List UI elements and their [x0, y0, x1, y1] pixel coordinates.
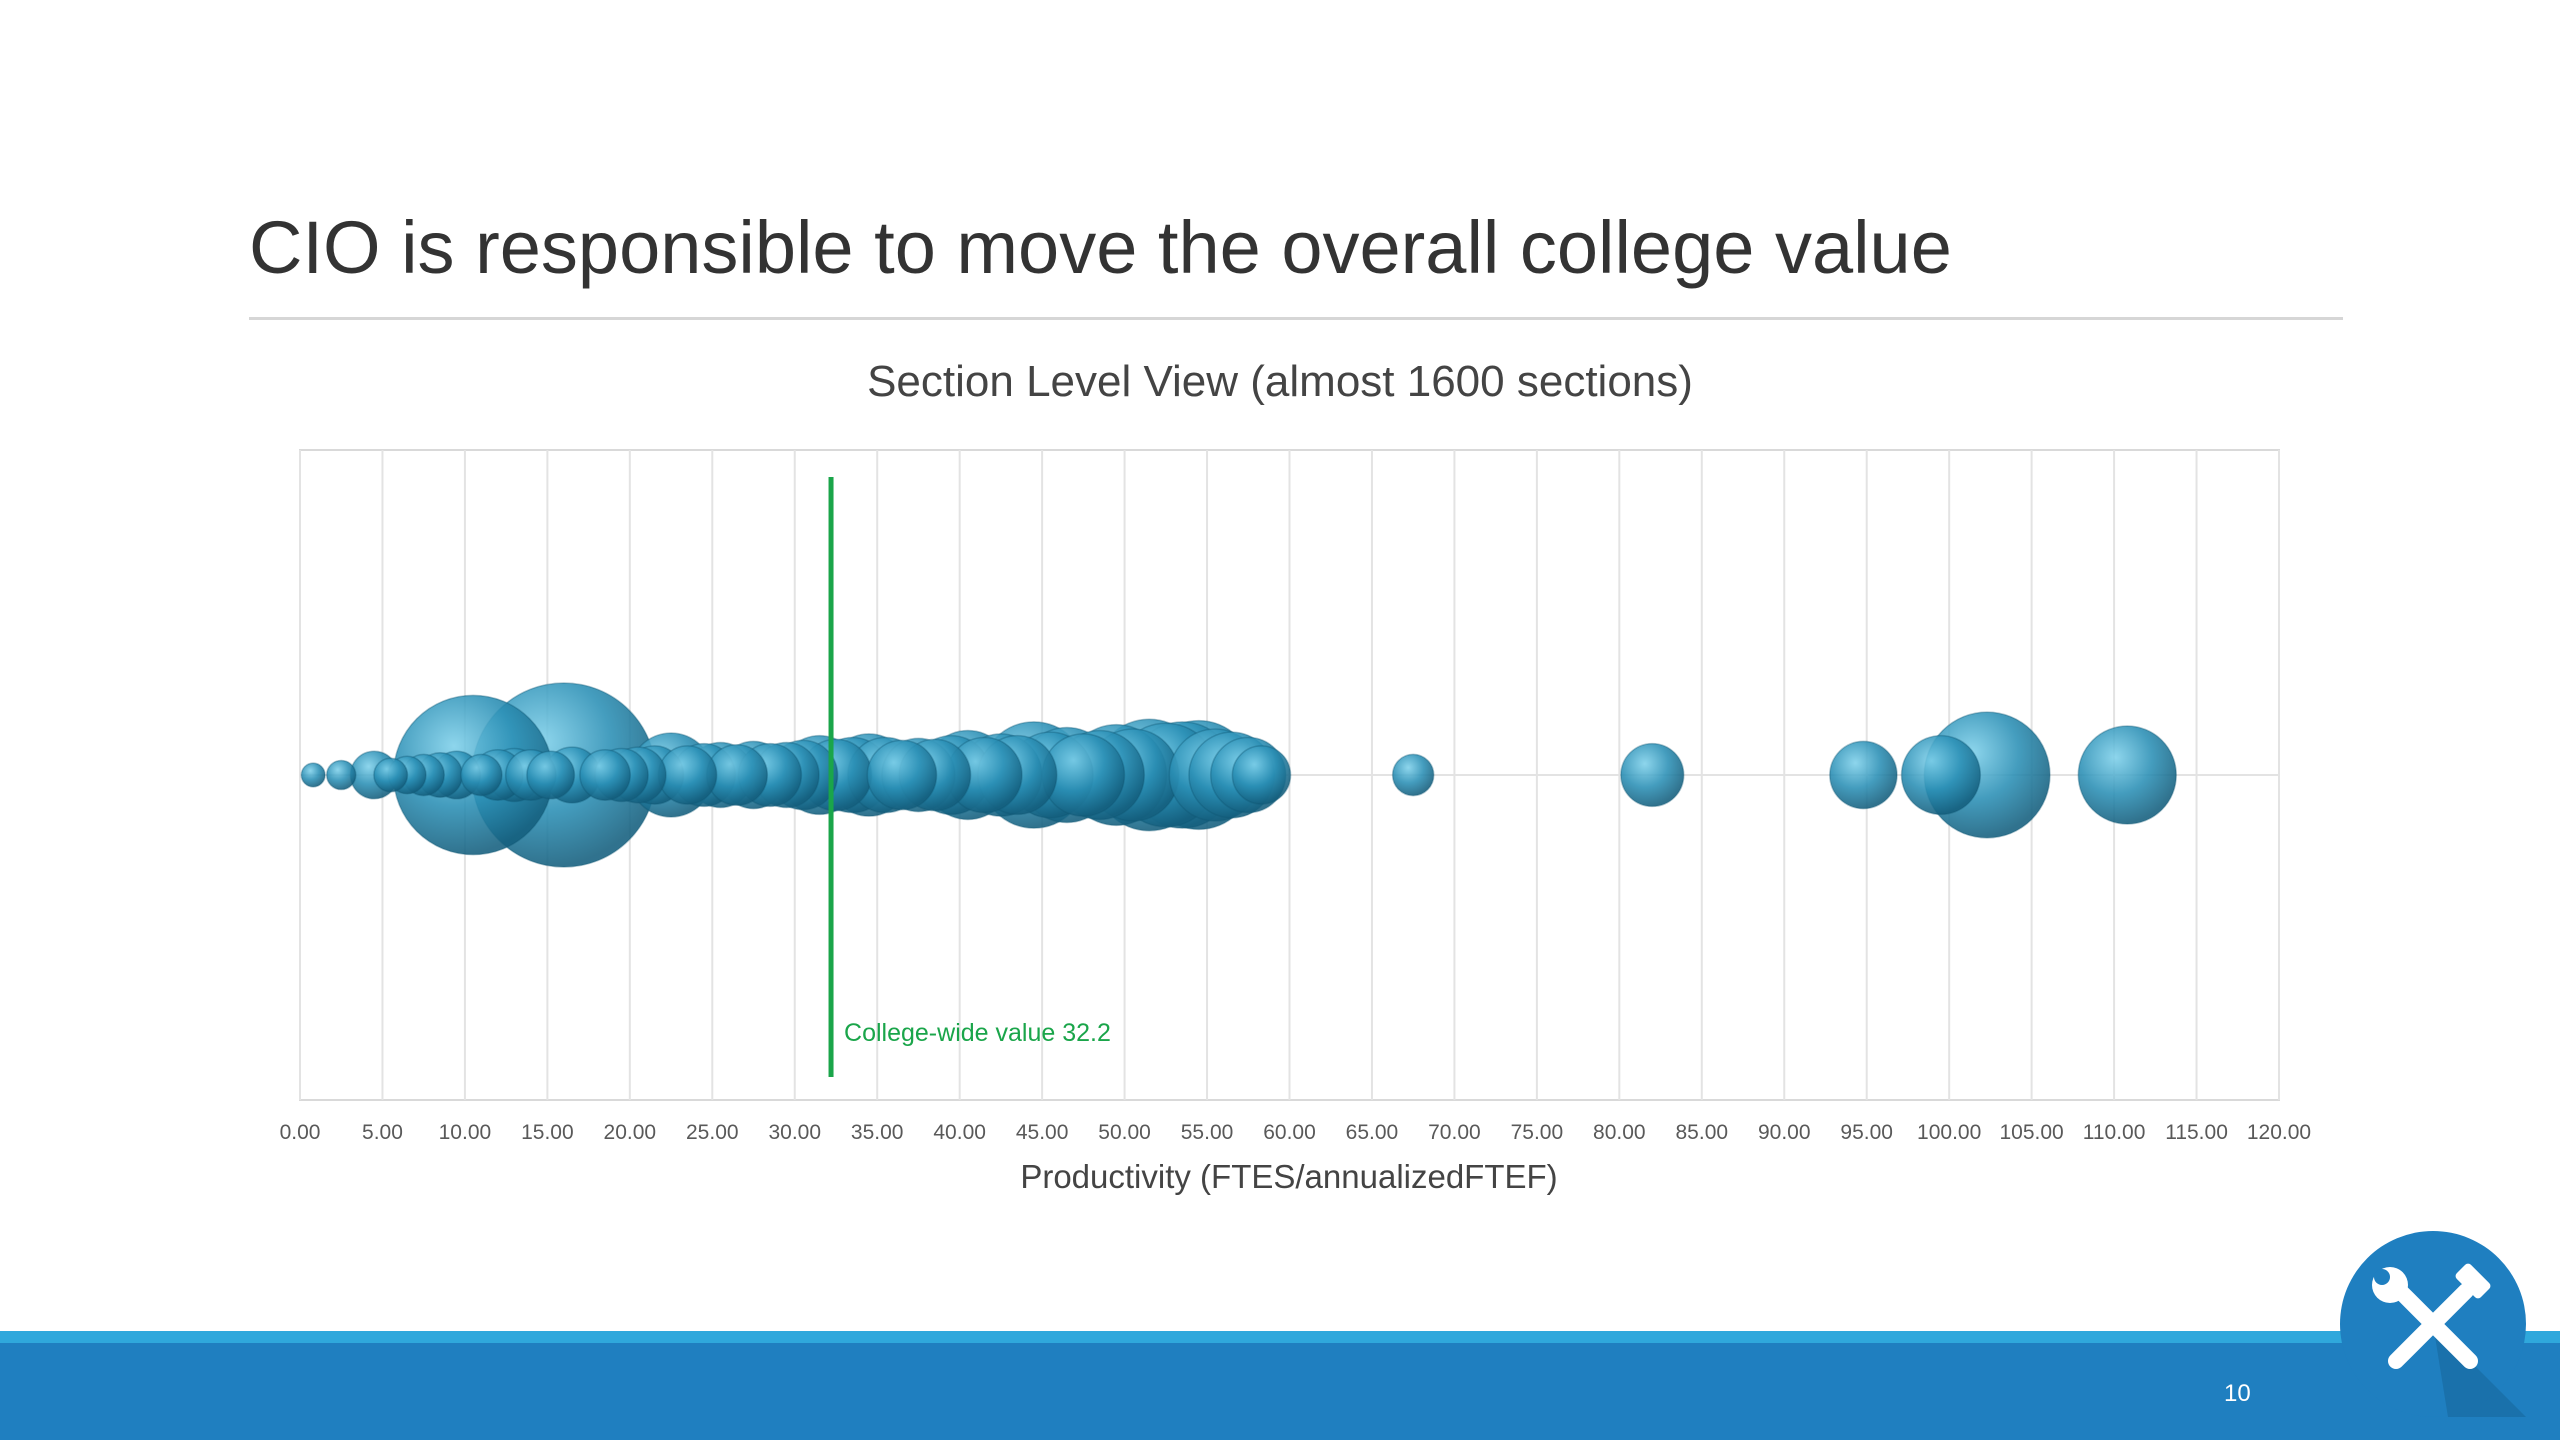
data-bubble: [579, 749, 632, 801]
x-tick-label: 95.00: [1840, 1121, 1893, 1144]
data-bubble: [1231, 745, 1292, 805]
page-number: 10: [2224, 1380, 2251, 1407]
x-tick-label: 90.00: [1758, 1121, 1811, 1144]
x-axis-label: Productivity (FTES/annualizedFTEF): [1020, 1158, 1557, 1195]
data-bubble: [1391, 753, 1435, 797]
data-bubble: [1620, 742, 1685, 808]
x-tick-label: 55.00: [1181, 1121, 1234, 1144]
x-tick-label: 110.00: [2083, 1121, 2146, 1144]
x-tick-label: 20.00: [604, 1121, 657, 1144]
x-axis-tick-labels: 0.00 5.00 10.00 15.00 20.00 25.00 30.00 35.00 40…: [280, 1121, 2312, 1144]
x-tick-label: 5.00: [362, 1121, 403, 1144]
x-tick-label: 0.00: [280, 1121, 321, 1144]
x-tick-label: 30.00: [768, 1121, 821, 1144]
chart-title: Section Level View (almost 1600 sections…: [867, 357, 1693, 406]
data-bubble: [373, 757, 409, 793]
x-tick-label: 40.00: [933, 1121, 986, 1144]
x-tick-label: 35.00: [851, 1121, 904, 1144]
title-divider: [249, 317, 2343, 320]
x-tick-label: 80.00: [1593, 1121, 1646, 1144]
bubble-chart: College-wide value 32.2 0.00 5.00 10.00 15.…: [280, 449, 2312, 1195]
x-tick-label: 45.00: [1016, 1121, 1069, 1144]
data-bubble: [1900, 734, 1982, 816]
x-tick-label: 60.00: [1263, 1121, 1316, 1144]
x-tick-label: 65.00: [1346, 1121, 1399, 1144]
x-tick-label: 50.00: [1098, 1121, 1151, 1144]
x-tick-label: 25.00: [686, 1121, 739, 1144]
x-tick-label: 10.00: [439, 1121, 492, 1144]
bubble-series: [300, 682, 2177, 868]
data-bubble: [657, 745, 718, 805]
x-tick-label: 120.00: [2247, 1121, 2311, 1144]
footer-stripe: [0, 1331, 2560, 1343]
data-bubble: [300, 762, 326, 788]
x-tick-label: 85.00: [1676, 1121, 1729, 1144]
tools-icon: [2340, 1231, 2526, 1417]
reference-line-label: College-wide value 32.2: [844, 1019, 1111, 1047]
x-tick-label: 70.00: [1428, 1121, 1481, 1144]
x-tick-label: 115.00: [2165, 1121, 2228, 1144]
x-tick-label: 100.00: [1917, 1121, 1981, 1144]
data-bubble: [1829, 740, 1898, 810]
slide-title: CIO is responsible to move the overall c…: [249, 206, 1952, 289]
data-bubble: [460, 753, 503, 797]
x-tick-label: 15.00: [521, 1121, 574, 1144]
reference-line-group: College-wide value 32.2: [828, 477, 1111, 1077]
data-bubble: [325, 759, 357, 791]
data-bubble: [526, 750, 576, 800]
footer-bar: [0, 1343, 2560, 1440]
x-tick-label: 105.00: [2000, 1121, 2064, 1144]
grid-lines: [299, 450, 2280, 1100]
data-bubble: [866, 739, 938, 811]
x-tick-label: 75.00: [1511, 1121, 1564, 1144]
data-bubble: [2077, 725, 2177, 825]
